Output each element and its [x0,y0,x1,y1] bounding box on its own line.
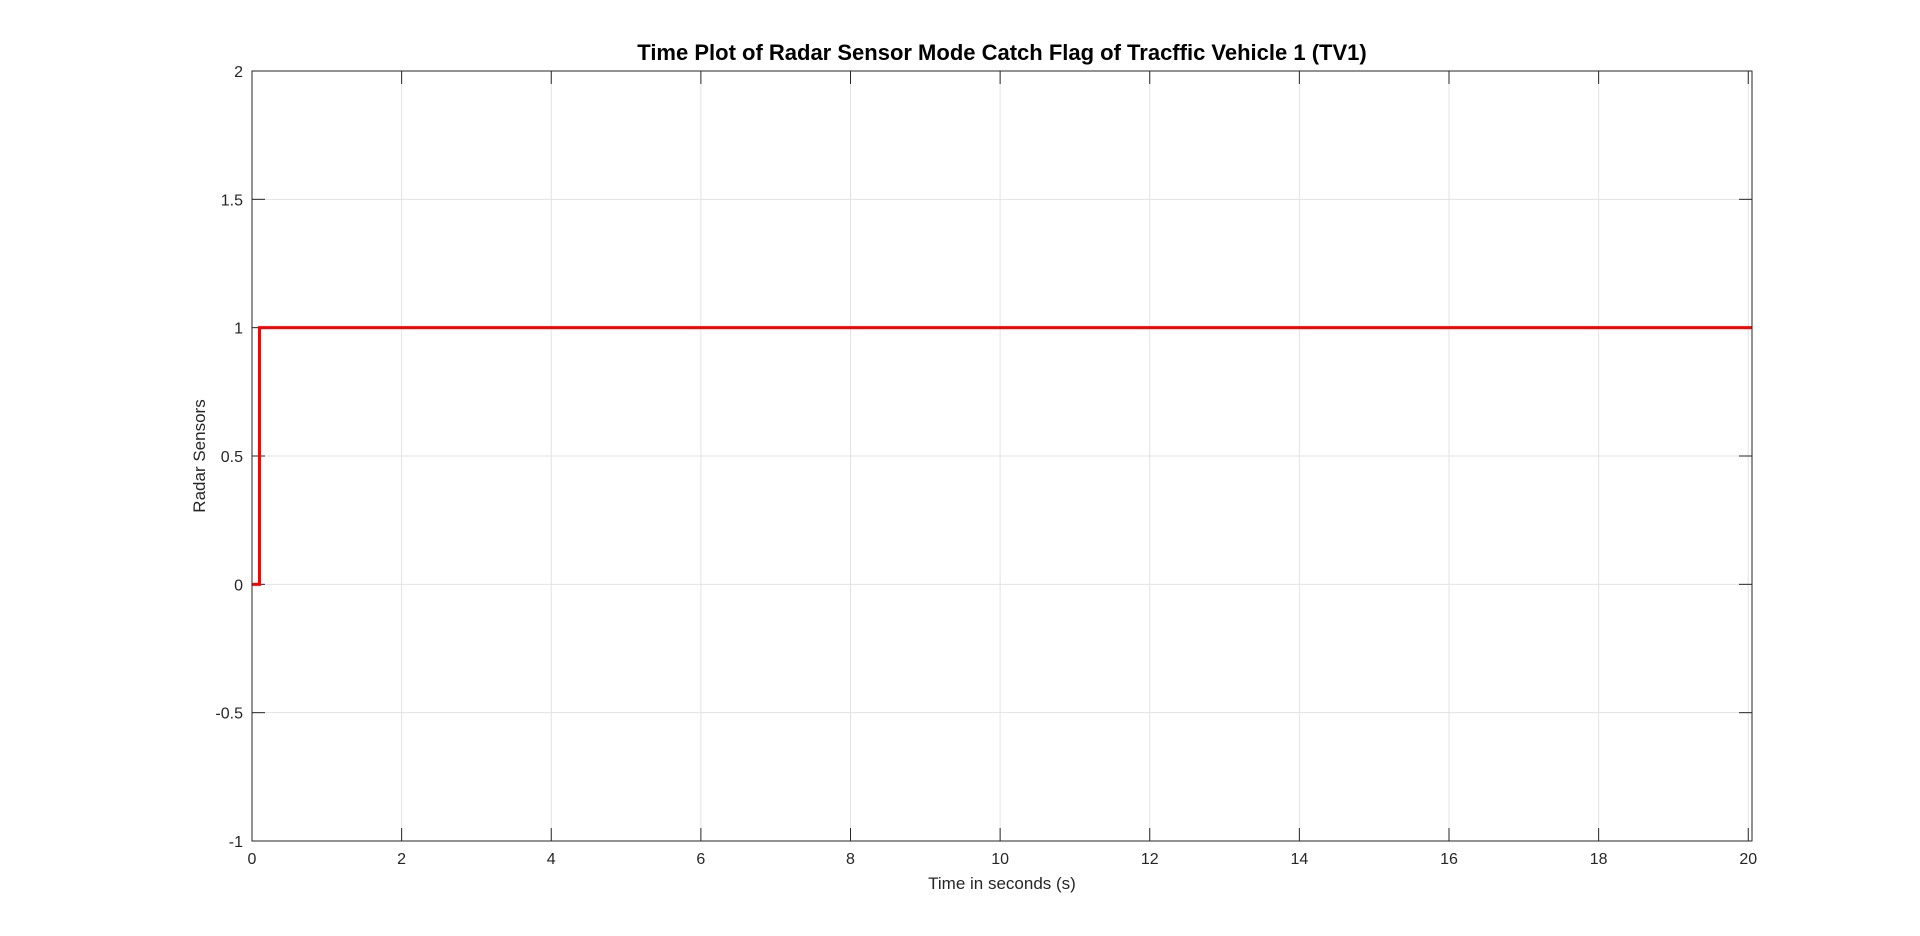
x-tick-label: 18 [1590,851,1608,868]
tick-labels: 0 2 4 6 8 10 12 14 16 18 20 -1 -0.5 0 0.5 1 1.5 2 [215,64,1757,868]
x-tick-label: 8 [846,851,855,868]
y-tick-label: 1.5 [221,192,243,209]
x-tick-label: 14 [1290,851,1308,868]
y-axis-label: Radar Sensors [190,399,209,512]
plot-frame [251,70,1753,842]
x-tick-label: 20 [1739,851,1757,868]
x-tick-label: 2 [397,851,406,868]
chart-title: Time Plot of Radar Sensor Mode Catch Fla… [637,40,1366,65]
x-tick-label: 12 [1141,851,1159,868]
y-tick-label: 2 [234,64,243,81]
x-axis-label: Time in seconds (s) [928,874,1076,893]
x-tick-label: 6 [696,851,705,868]
x-tick-label: 16 [1440,851,1458,868]
y-tick-label: -0.5 [215,706,243,723]
y-tick-label: 1 [234,321,243,338]
y-tick-label: -1 [229,834,243,851]
y-tick-label: 0 [234,577,243,594]
x-tick-label: 4 [547,851,556,868]
series [252,326,1752,586]
series-line [252,326,1752,586]
x-tick-label: 10 [991,851,1009,868]
x-tick-label: 0 [248,851,257,868]
y-tick-label: 0.5 [221,449,243,466]
